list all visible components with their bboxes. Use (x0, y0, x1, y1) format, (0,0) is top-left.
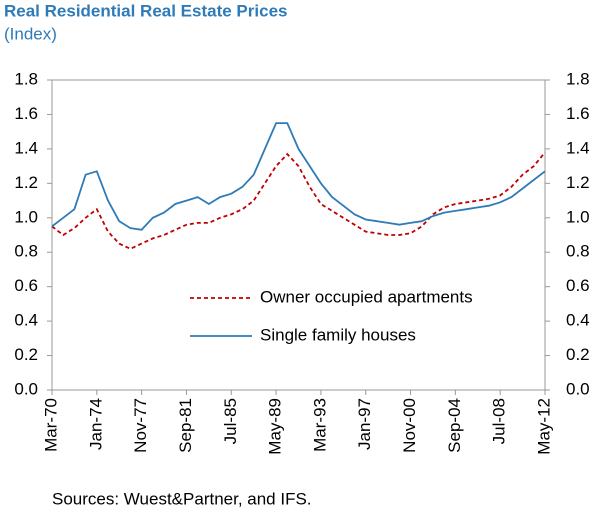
y2-tick-label: 0.4 (566, 311, 590, 330)
x-tick-label: Nov-00 (400, 398, 419, 453)
x-tick-label: May-89 (266, 398, 285, 455)
x-tick-label: Mar-93 (310, 398, 329, 452)
source-note: Sources: Wuest&Partner, and IFS. (52, 489, 312, 508)
y-tick-label: 1.2 (14, 173, 38, 192)
y2-tick-label: 0.6 (566, 276, 590, 295)
x-tick-label: Jul-08 (490, 398, 509, 444)
legend-label: Single family houses (260, 325, 416, 344)
x-tick-label: Sep-04 (445, 398, 464, 453)
x-tick-label: Jan-74 (86, 398, 105, 450)
x-tick-label: May-12 (534, 398, 553, 455)
y2-tick-label: 1.6 (566, 104, 590, 123)
x-tick-label: Nov-77 (131, 398, 150, 453)
y-tick-label: 1.0 (14, 207, 38, 226)
y-tick-label: 0.2 (14, 345, 38, 364)
chart-subtitle: (Index) (4, 24, 57, 43)
y2-tick-label: 1.0 (566, 207, 590, 226)
y2-tick-label: 0.8 (566, 242, 590, 261)
series-line (51, 122, 546, 231)
y2-tick-label: 1.2 (566, 173, 590, 192)
y2-tick-label: 1.4 (566, 138, 590, 157)
y2-tick-label: 0.0 (566, 379, 590, 398)
x-tick-label: Mar-70 (41, 398, 60, 452)
y-tick-label: 1.8 (14, 69, 38, 88)
y-tick-label: 0.6 (14, 276, 38, 295)
y2-tick-label: 0.2 (566, 345, 590, 364)
series-line (51, 151, 546, 250)
x-tick-label: Jul-85 (221, 398, 240, 444)
plot-frame (51, 79, 546, 391)
chart-title: Real Residential Real Estate Prices (4, 1, 287, 20)
y-tick-label: 0.0 (14, 379, 38, 398)
y2-tick-label: 1.8 (566, 69, 590, 88)
legend-label: Owner occupied apartments (260, 287, 473, 306)
x-tick-label: Jan-97 (355, 398, 374, 450)
y-tick-label: 0.4 (14, 311, 38, 330)
y-tick-label: 1.6 (14, 104, 38, 123)
y-tick-label: 0.8 (14, 242, 38, 261)
y-tick-label: 1.4 (14, 138, 38, 157)
x-tick-label: Sep-81 (176, 398, 195, 453)
